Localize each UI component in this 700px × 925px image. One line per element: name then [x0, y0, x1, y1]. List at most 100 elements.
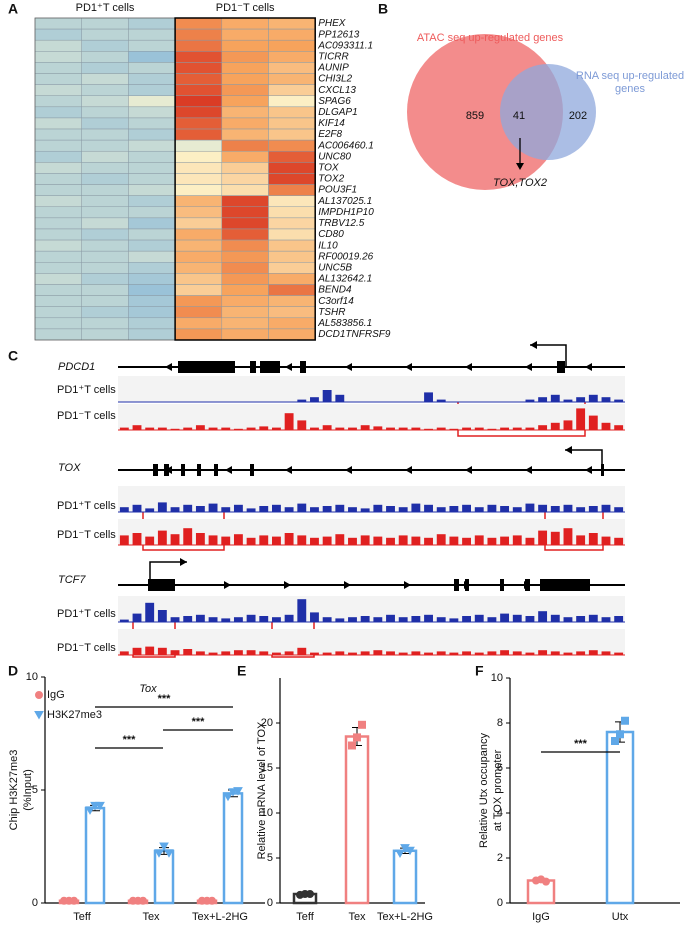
track-signal [474, 614, 484, 622]
heatmap-cell [174, 128, 223, 141]
track-bg [118, 519, 625, 545]
heatmap-cell [34, 162, 82, 174]
track-signal [360, 651, 370, 655]
track-signal [132, 504, 142, 512]
heatmap-cell [174, 39, 223, 52]
track-signal [462, 504, 471, 512]
track-signal [157, 427, 167, 430]
bar [84, 806, 106, 905]
heatmap-cell [221, 262, 269, 274]
track-signal [233, 534, 243, 545]
track-signal [233, 650, 243, 655]
panel-label: A [8, 1, 18, 17]
y-axis-label: Chip H3K27me3 [8, 750, 20, 831]
heatmap-cell [81, 250, 129, 263]
heatmap-cell [81, 117, 129, 130]
x-tick-label: Tex [142, 911, 160, 923]
heatmap-cell [268, 295, 316, 307]
track-signal [221, 507, 231, 512]
exon [260, 361, 280, 373]
track-signal [436, 651, 446, 655]
track-signal [221, 427, 231, 430]
track-signal [310, 507, 319, 512]
heatmap-cell [174, 295, 223, 307]
heatmap-cell [221, 317, 269, 330]
heatmap-cell [128, 328, 176, 341]
tss-arrow [530, 344, 567, 367]
heatmap-cell [268, 95, 316, 108]
heatmap-cell [268, 217, 316, 230]
gene-name: PDCD1 [58, 361, 95, 373]
track-signal [157, 530, 167, 545]
track-signal [588, 614, 598, 622]
exon [178, 361, 235, 373]
exon [540, 579, 590, 591]
track-signal [373, 650, 383, 655]
track-signal [272, 427, 281, 430]
track-signal [424, 614, 433, 622]
track-signal [614, 652, 624, 655]
track-signal [614, 507, 624, 512]
heatmap-cell [174, 73, 223, 85]
track-signal [474, 427, 484, 430]
track-signal [145, 508, 155, 512]
heatmap-cell [128, 195, 176, 208]
track-signal [145, 602, 155, 622]
heatmap-cell [174, 51, 223, 63]
track-bg [118, 629, 625, 655]
y-tick-label: 2 [497, 852, 503, 864]
heatmap-cell [34, 128, 82, 141]
track-bg [118, 596, 625, 622]
strand-arrow [345, 466, 352, 474]
track-signal [411, 503, 421, 512]
heatmap-cell [34, 284, 82, 296]
strand-arrow [225, 363, 232, 371]
heatmap-cell [221, 39, 269, 52]
heatmap-cell [174, 95, 223, 108]
track-signal [373, 426, 383, 430]
heatmap-cell [34, 150, 82, 163]
legend-marker [35, 691, 43, 699]
track-signal [246, 614, 256, 622]
heatmap-cell [81, 284, 129, 296]
track-signal [348, 507, 357, 512]
bar [392, 849, 418, 905]
track-signal [208, 427, 218, 430]
legend-label: H3K27me3 [47, 709, 102, 721]
track-signal [322, 617, 332, 622]
heatmap-cell [174, 28, 223, 41]
track-signal [259, 506, 269, 512]
track-signal [424, 504, 433, 512]
heatmap-cell [174, 195, 223, 208]
track-signal [259, 426, 269, 430]
heatmap-cell [81, 62, 129, 74]
heatmap-cell [221, 139, 269, 152]
strand-arrow [344, 581, 351, 589]
heatmap-cell [128, 84, 176, 96]
track-signal [183, 528, 193, 545]
gene-label: AC093311.1 [317, 40, 373, 51]
track-signal [424, 652, 433, 655]
y-axis-label: at TOX promoter [492, 749, 504, 831]
gene-label: PHEX [318, 18, 346, 29]
heatmap-cell [221, 284, 269, 296]
track-signal [259, 616, 269, 622]
heatmap-cell [174, 150, 223, 163]
heatmap-cell [221, 73, 269, 85]
x-tick-label: Teff [73, 911, 91, 923]
heatmap-cell [268, 139, 316, 152]
track-signal [195, 533, 205, 545]
heatmap-cell [268, 84, 316, 96]
group-label: PD1⁺T cells [76, 2, 135, 14]
y-tick-label: 20 [261, 717, 273, 729]
data-point [353, 733, 361, 742]
track-signal [588, 415, 598, 430]
track-signal [221, 536, 231, 545]
track-signal [195, 506, 205, 512]
exon [197, 464, 201, 476]
track-signal [373, 504, 383, 512]
heatmap-cell [128, 139, 176, 152]
track-signal [208, 503, 218, 512]
track-signal [348, 427, 357, 430]
strand-arrow [405, 466, 412, 474]
